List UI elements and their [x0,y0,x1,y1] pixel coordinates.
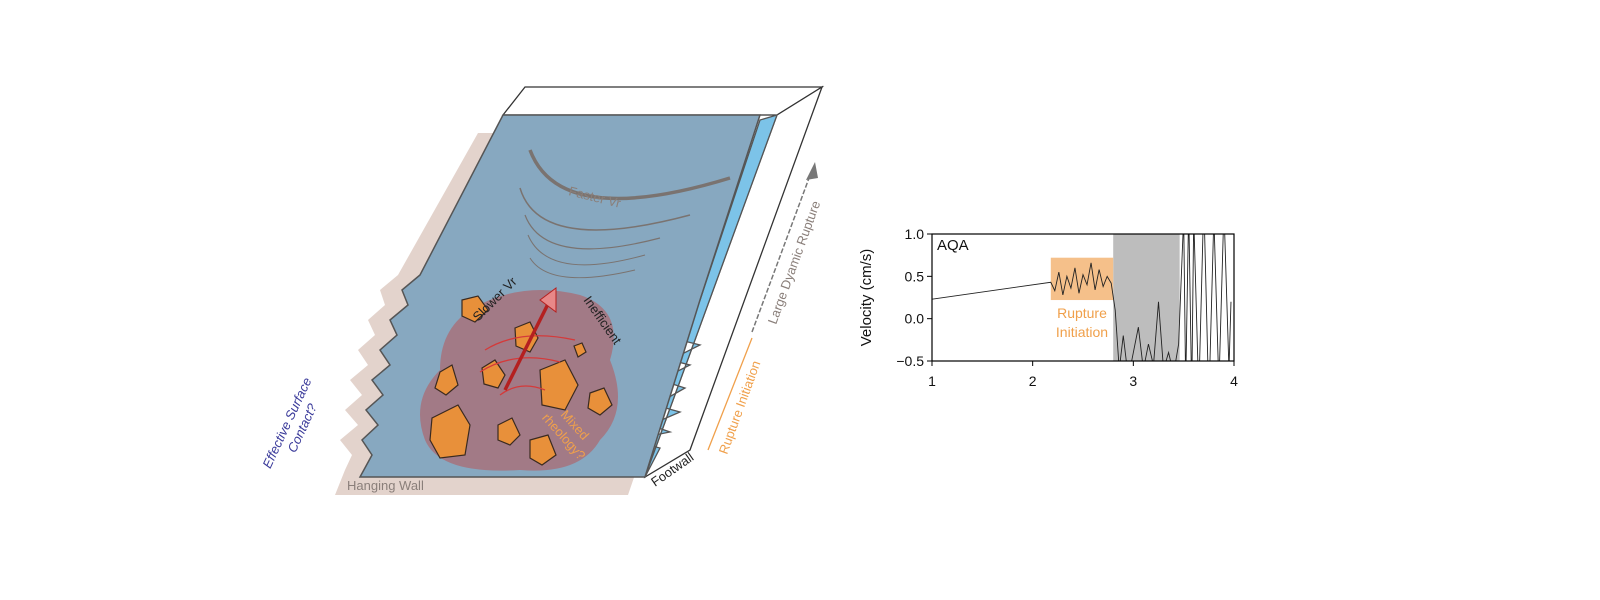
asperities [429,295,613,466]
asperity [539,359,579,411]
asperity [461,295,489,323]
rupture-fronts [519,149,731,279]
front [528,149,731,201]
inset-chart: Rupture Initiation −0.5 0.0 0.5 1.0 1 2 3 4 Veloci… [858,226,1238,389]
front [519,187,691,231]
large-arrow-head [806,162,818,180]
asperity [434,364,459,396]
x-tick-label: 1 [928,373,936,389]
y-tick-label: 0.5 [905,268,925,284]
x-tick-label: 2 [1029,373,1037,389]
plot-frame [931,233,1235,362]
x-tick-label: 3 [1129,373,1137,389]
y-tick-label: 0.0 [905,311,925,327]
hanging-wall-label: Hanging Wall [347,478,424,493]
y-tick-label: 1.0 [905,226,925,242]
arrow-head [539,287,557,313]
front [527,234,646,266]
shaded-span [1113,234,1180,361]
block-diagram: Faster Vr Slower Vr Inefficient Mixed rh… [259,85,825,495]
x-tick-label: 4 [1230,373,1238,389]
asperity [573,342,587,358]
initiation-arrow [707,337,753,451]
waveform [932,234,1232,361]
arc [484,335,576,351]
station-label: AQA [937,237,969,254]
asperity [514,321,539,353]
contact-label: Effective Surface Contact? [259,372,330,477]
asperity [587,387,613,416]
arc [479,357,561,373]
front [529,257,636,279]
red-arcs [479,335,576,396]
asperity [429,404,471,459]
large-arrow [751,169,813,333]
y-tick-label: −0.5 [896,353,924,369]
y-axis-label: Velocity (cm/s) [858,249,875,347]
annotation-text: Rupture [1057,305,1107,321]
asperity [497,417,521,446]
asperity [529,434,557,466]
initiation-label: Rupture Initiation [716,359,764,456]
top-face [501,86,825,116]
arc [499,385,546,396]
annotation-text: Initiation [1056,324,1108,340]
rupture-arrow [503,299,552,391]
front [524,214,661,250]
